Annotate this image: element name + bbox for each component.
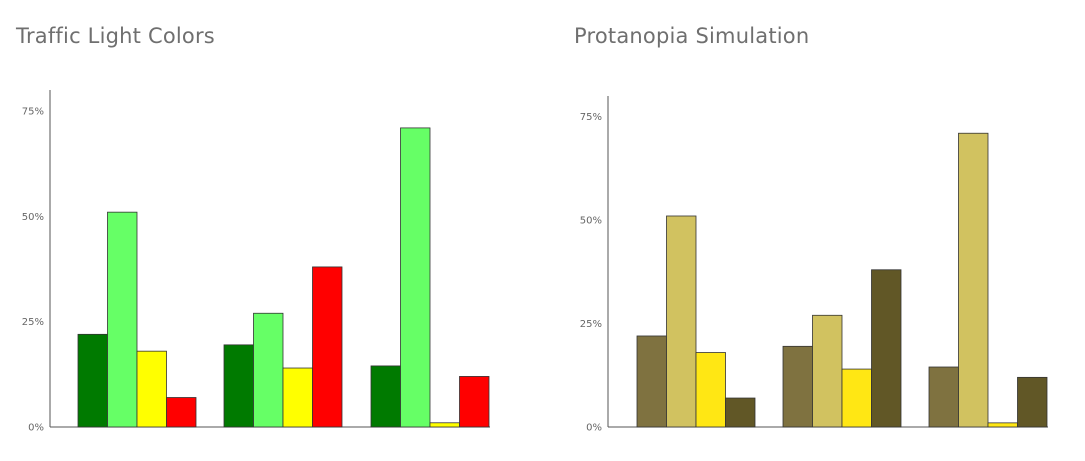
y-tick-label: 50%: [580, 216, 602, 227]
bar-group-3-series-2: [958, 132, 989, 428]
y-tick-label: 50%: [22, 212, 44, 223]
bar-group-1-series-1: [636, 335, 667, 428]
traffic-light-bar-chart: 0% 25% 50% 75%: [22, 90, 490, 434]
bar-group-1-series-3: [695, 352, 726, 428]
bar-group-3-series-4: [459, 376, 490, 428]
bar-group-2-series-1: [223, 344, 254, 428]
bar-group-2-series-4: [312, 266, 343, 428]
protanopia-chart-panel: Protanopia Simulation 0% 25% 50% 75%: [556, 0, 1085, 461]
bar-group-3-series-1: [370, 365, 401, 428]
bar-group-2-series-2: [253, 312, 284, 428]
y-tick-label: 25%: [22, 317, 44, 328]
bar-group-2-series-4: [871, 269, 902, 428]
bar-group-1-series-3: [136, 350, 167, 428]
bar-group-1-series-2: [666, 215, 697, 428]
bar-group-1-series-4: [725, 397, 756, 428]
y-tick-label: 0%: [586, 423, 602, 434]
chart-title: Protanopia Simulation: [574, 24, 810, 48]
protanopia-bar-chart: 0% 25% 50% 75%: [580, 96, 1048, 434]
bar-group-2-series-3: [282, 367, 313, 428]
bar-group-3-series-1: [928, 366, 959, 428]
bar-group-2-series-1: [782, 345, 813, 428]
bar-group-3-series-2: [400, 127, 431, 428]
bar-group-2-series-2: [812, 314, 843, 428]
bar-group-3-series-3: [429, 422, 460, 428]
bar-group-1-series-2: [107, 211, 138, 428]
bar-group-3-series-3: [987, 422, 1018, 428]
bar-group-1-series-1: [77, 333, 108, 428]
bar-group-2-series-3: [841, 368, 872, 428]
bar-group-3-series-4: [1017, 376, 1048, 428]
y-tick-label: 0%: [28, 423, 44, 434]
y-tick-label: 25%: [580, 319, 602, 330]
chart-title: Traffic Light Colors: [16, 24, 215, 48]
bar-group-1-series-4: [166, 397, 197, 428]
y-tick-label: 75%: [580, 112, 602, 123]
traffic-light-chart-panel: Traffic Light Colors 0% 25% 50% 75%: [0, 0, 540, 461]
y-tick-label: 75%: [22, 107, 44, 118]
